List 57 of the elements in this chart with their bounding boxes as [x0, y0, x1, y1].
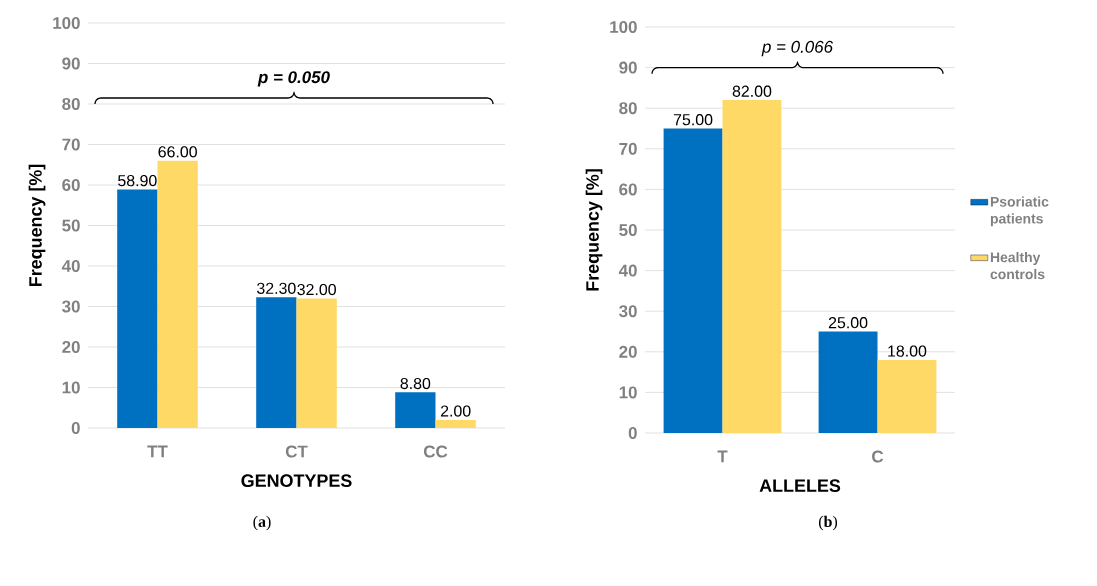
bar: [818, 331, 878, 433]
data-label: 32.00: [297, 283, 336, 296]
bar: [663, 128, 723, 433]
y-tick-label: 50: [619, 224, 637, 236]
y-tick-label: 30: [62, 300, 80, 313]
data-label: 32.30: [257, 282, 296, 294]
y-tick-label: 10: [62, 381, 80, 394]
annotation: p = 0.066: [761, 40, 834, 57]
y-tick-label: 100: [53, 17, 80, 29]
y-axis-title: Frequency [%]: [28, 164, 46, 287]
x-axis-title: GENOTYPES: [241, 474, 352, 488]
y-tick-label: 70: [62, 138, 80, 151]
data-label: 66.00: [158, 146, 197, 158]
bar: [722, 100, 782, 433]
x-tick-label: CT: [285, 445, 308, 458]
y-axis-title: Frequency [%]: [585, 169, 603, 291]
y-tick-label: 90: [62, 57, 80, 70]
y-tick-label: 20: [62, 341, 80, 353]
bar: [435, 419, 476, 428]
bar: [256, 297, 297, 428]
text: (a): [253, 515, 271, 531]
legend-label: Healthy controls: [990, 251, 1045, 280]
y-tick-label: 50: [62, 219, 80, 232]
y-tick-label: 100: [610, 21, 637, 33]
data-label: 8.80: [400, 377, 431, 390]
data-label: 82.00: [732, 85, 772, 97]
y-tick-label: 70: [619, 142, 637, 155]
x-axis-title: ALLELES: [759, 479, 841, 493]
data-label: 25.00: [828, 317, 868, 329]
y-tick-label: 90: [619, 61, 637, 74]
y-tick-label: 10: [619, 386, 637, 399]
bar: [877, 359, 937, 433]
y-tick-label: 80: [619, 102, 637, 115]
bar: [296, 298, 337, 428]
y-tick-label: 30: [619, 305, 637, 318]
text: (b): [818, 515, 838, 531]
bar: [157, 160, 198, 428]
bar: [395, 392, 436, 428]
x-tick-label: T: [717, 450, 728, 463]
data-label: 75.00: [673, 114, 713, 126]
y-tick-label: 40: [618, 264, 637, 277]
y-tick-label: 0: [628, 427, 637, 439]
bar: [117, 189, 158, 428]
y-tick-label: 0: [71, 422, 80, 434]
y-tick-label: 20: [619, 345, 637, 358]
x-tick-label: TT: [147, 445, 168, 458]
annotation: p = 0.050: [257, 71, 330, 87]
data-label: 2.00: [440, 405, 471, 417]
data-label: 18.00: [888, 345, 927, 357]
x-tick-label: CC: [423, 445, 448, 458]
y-tick-label: 60: [619, 183, 637, 196]
y-tick-label: 60: [62, 179, 80, 191]
x-tick-label: C: [872, 450, 884, 463]
y-tick-label: 80: [62, 98, 80, 110]
legend-label: Psoriatic patients: [990, 196, 1049, 227]
y-tick-label: 40: [61, 260, 80, 272]
data-label: 58.90: [118, 174, 157, 187]
